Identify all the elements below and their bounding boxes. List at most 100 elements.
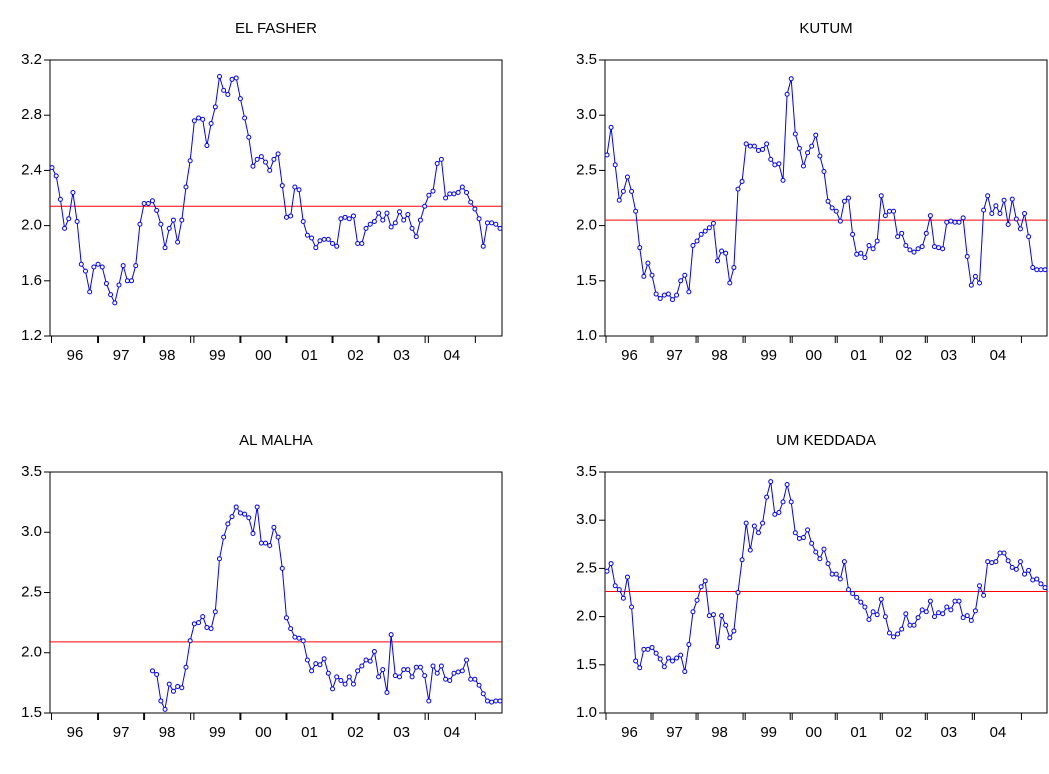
data-point <box>997 210 1003 216</box>
x-tick-label: 03 <box>393 724 410 741</box>
data-point <box>363 657 369 663</box>
x-tick-label: 96 <box>621 724 638 741</box>
data-point <box>997 550 1003 556</box>
data-point <box>200 116 206 122</box>
data-point <box>874 612 880 618</box>
data-point <box>196 620 202 626</box>
data-point <box>899 626 905 632</box>
data-point <box>330 686 336 692</box>
y-tick-label: 2.0 <box>21 644 42 661</box>
data-point <box>300 218 306 224</box>
data-point <box>674 292 680 298</box>
data-point <box>300 638 306 644</box>
data-point <box>829 571 835 577</box>
data-point <box>653 291 659 297</box>
data-point <box>891 634 897 640</box>
data-point <box>637 245 643 251</box>
data-point <box>191 621 197 627</box>
data-point <box>179 685 185 691</box>
data-point <box>489 699 495 705</box>
data-point <box>751 143 757 149</box>
data-point <box>989 210 995 216</box>
data-point <box>678 652 684 658</box>
data-point <box>882 614 888 620</box>
data-point <box>788 76 794 82</box>
data-point <box>1017 559 1023 565</box>
data-point <box>809 143 815 149</box>
data-point <box>342 214 348 220</box>
data-point <box>702 578 708 584</box>
data-point <box>977 280 983 286</box>
data-point <box>813 549 819 555</box>
data-point <box>166 225 172 231</box>
data-point <box>263 159 269 165</box>
data-point <box>862 255 868 261</box>
data-point <box>409 674 415 680</box>
data-point <box>221 534 227 540</box>
x-tick-label: 03 <box>940 724 957 741</box>
data-point <box>1038 581 1044 587</box>
x-tick-label: 96 <box>67 347 84 364</box>
data-point <box>338 677 344 683</box>
data-point <box>690 242 696 248</box>
data-point <box>956 219 962 225</box>
data-point <box>833 208 839 214</box>
data-point <box>948 218 954 224</box>
data-point <box>350 213 356 219</box>
data-point <box>216 556 222 562</box>
data-point <box>154 671 160 677</box>
data-point <box>447 191 453 197</box>
data-point <box>915 615 921 621</box>
data-point <box>95 261 101 267</box>
data-point <box>367 658 373 664</box>
data-point <box>1034 267 1040 273</box>
data-point <box>624 174 630 180</box>
y-tick-label: 1.2 <box>21 327 42 344</box>
data-point <box>727 280 733 286</box>
data-point <box>616 587 622 593</box>
data-point <box>661 664 667 670</box>
data-point <box>1026 567 1032 573</box>
data-point <box>489 220 495 226</box>
data-point <box>74 218 80 224</box>
data-point <box>760 520 766 526</box>
data-point <box>455 669 461 675</box>
data-point <box>233 75 239 81</box>
data-point <box>735 590 741 595</box>
data-point <box>981 207 987 213</box>
data-point <box>225 92 231 97</box>
data-point <box>468 199 474 205</box>
x-tick-label: 96 <box>621 347 638 364</box>
data-point <box>751 523 757 529</box>
data-point <box>841 198 847 204</box>
data-point <box>809 540 815 546</box>
data-point <box>162 706 168 712</box>
data-point <box>641 646 647 652</box>
data-point <box>57 196 63 202</box>
data-point <box>196 115 202 121</box>
y-tick-label: 3.0 <box>21 523 42 540</box>
data-point <box>952 219 958 225</box>
data-point <box>694 238 700 244</box>
data-point <box>70 189 76 195</box>
data-point <box>175 683 181 689</box>
data-point <box>1005 558 1011 564</box>
x-tick-label: 97 <box>113 347 130 364</box>
data-point <box>108 292 114 298</box>
data-point <box>981 592 987 598</box>
data-point <box>49 165 55 171</box>
data-point <box>817 556 823 562</box>
data-point <box>837 576 843 582</box>
data-point <box>719 613 725 619</box>
data-point <box>858 599 864 605</box>
data-point <box>686 642 692 648</box>
data-point <box>968 282 974 288</box>
data-point <box>62 225 68 231</box>
data-point <box>755 530 761 536</box>
data-point <box>455 189 461 195</box>
data-point <box>283 214 289 220</box>
data-point <box>919 607 925 613</box>
data-point <box>325 236 331 242</box>
x-tick-label: 01 <box>850 724 867 741</box>
data-point <box>768 156 774 162</box>
